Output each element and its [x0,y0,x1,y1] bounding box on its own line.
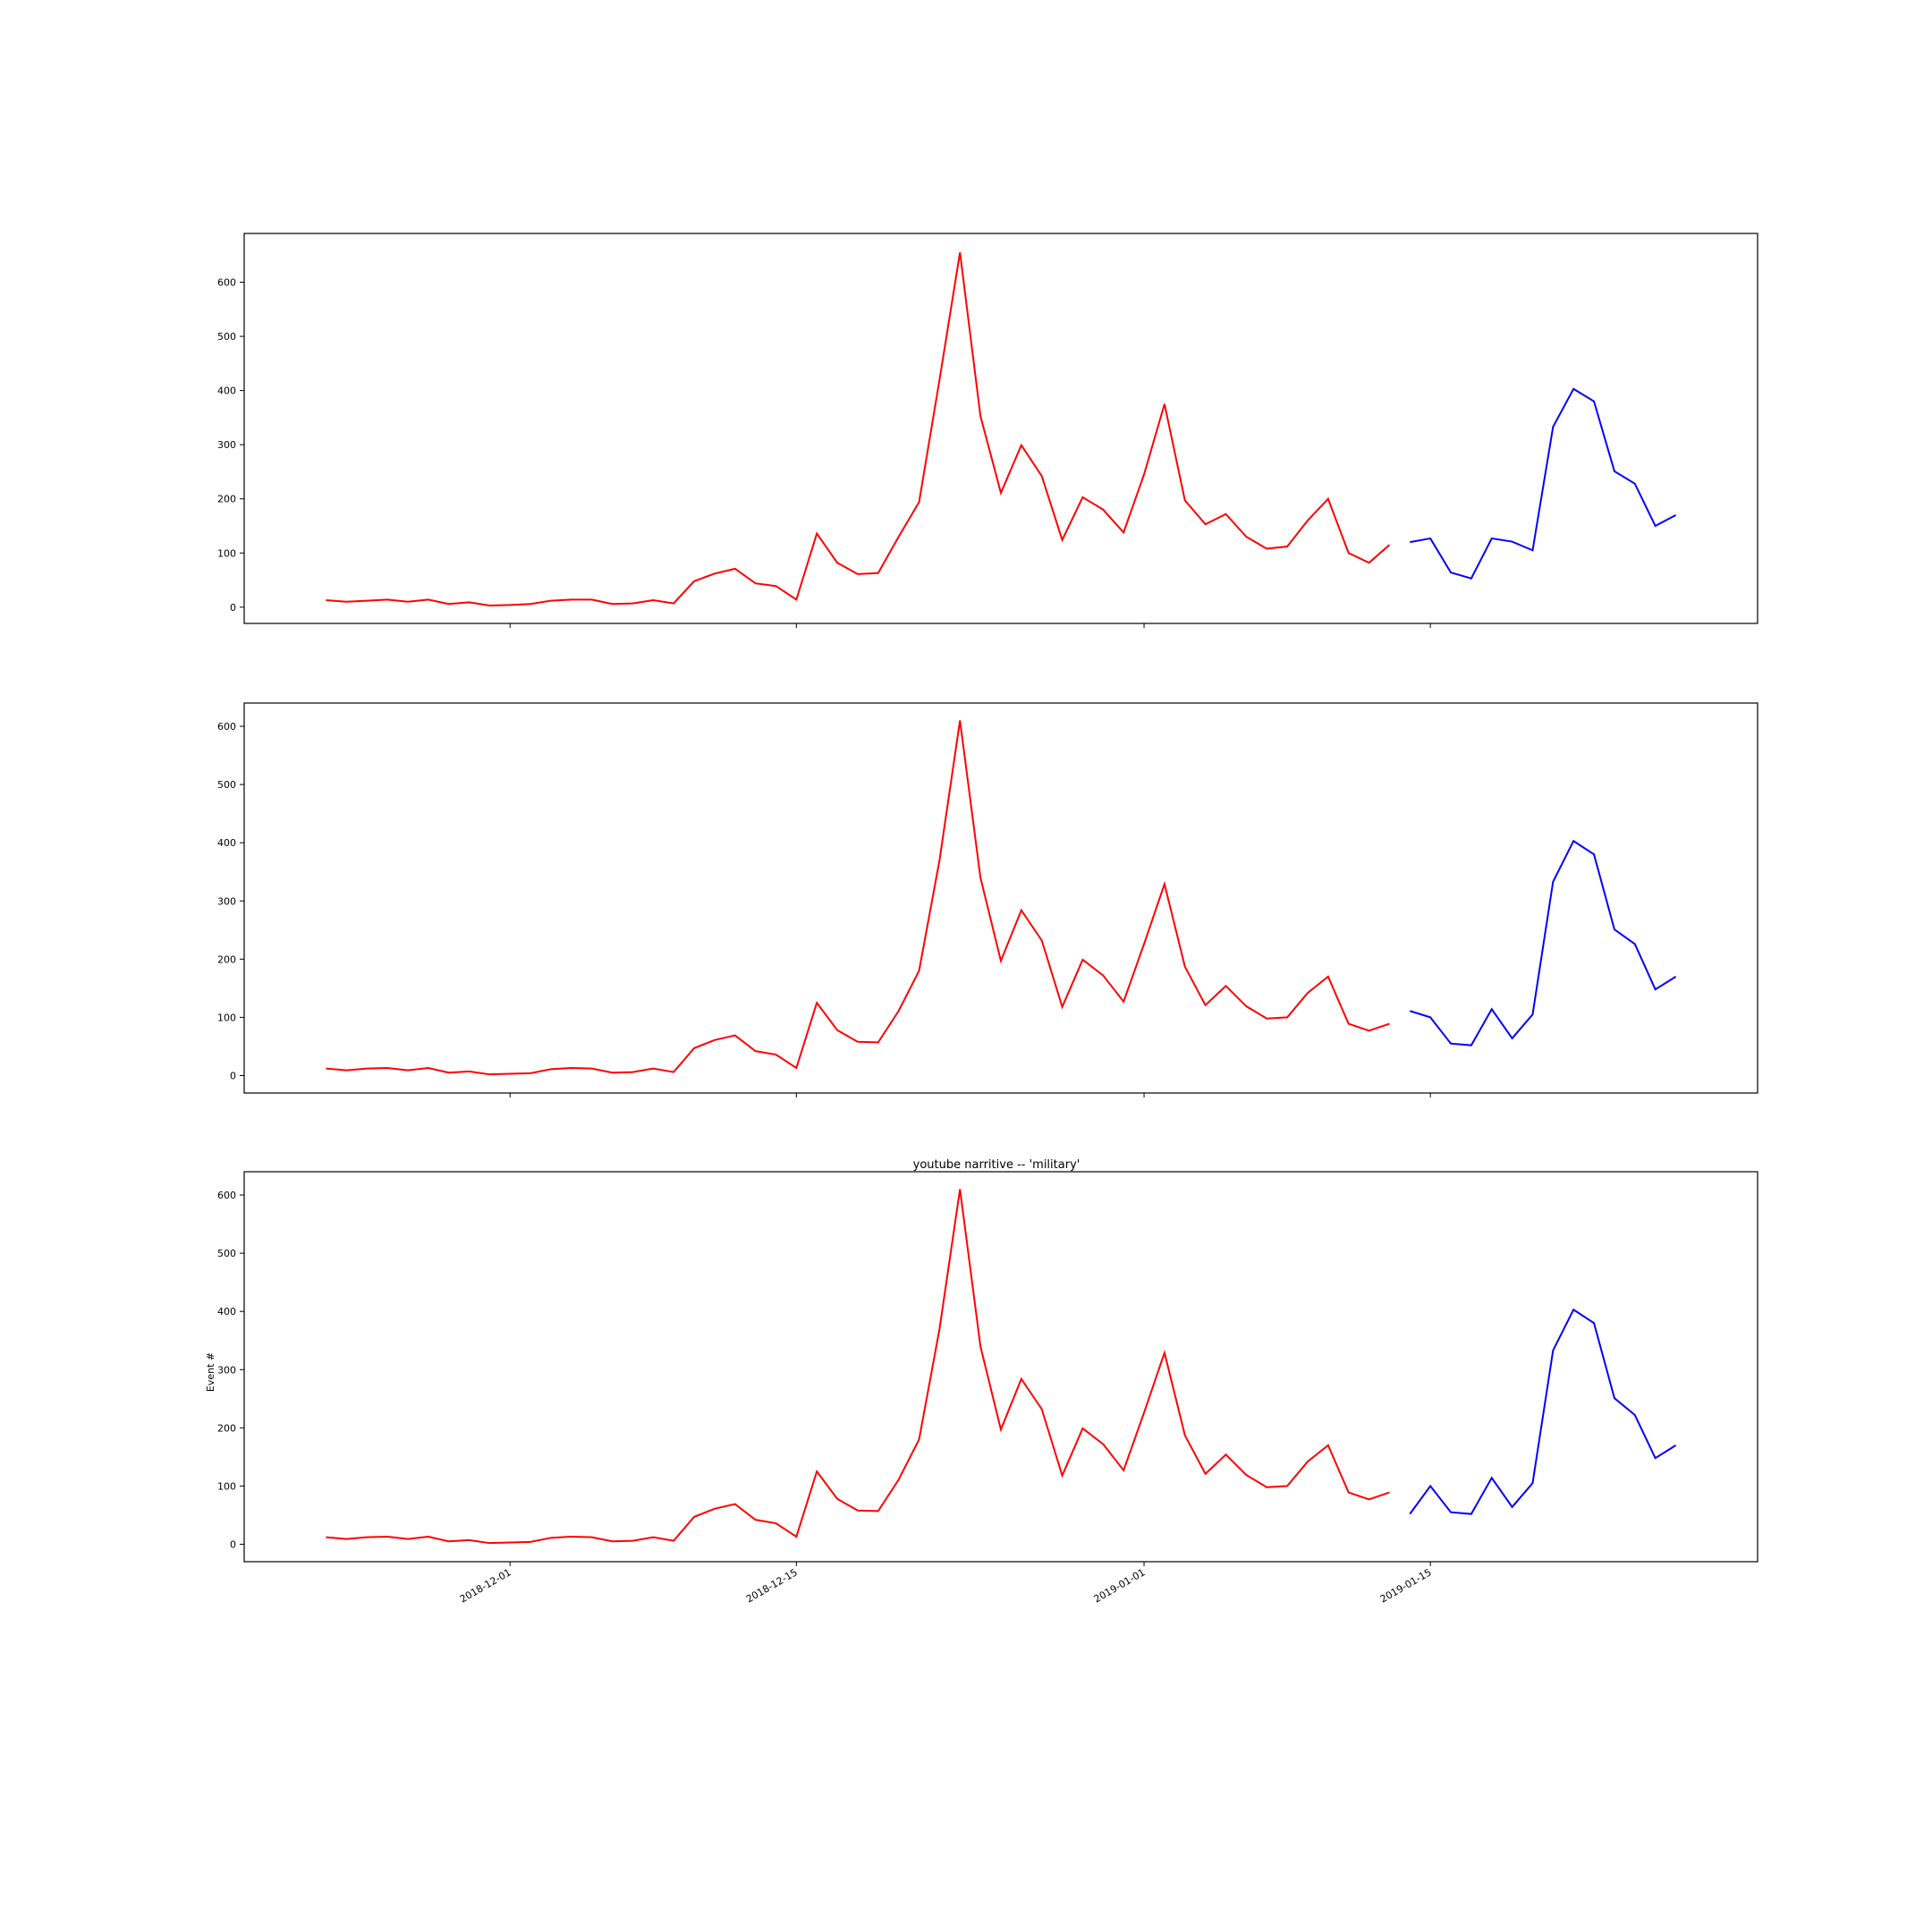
axes-frame [243,233,1758,624]
y-tick-label: 0 [230,1538,236,1550]
y-tick-label: 0 [230,602,236,614]
y-tick-label: 300 [217,439,236,451]
series-line-blue [1410,387,1677,580]
axes-frame [243,702,1758,1094]
y-tick-label: 100 [217,1012,236,1023]
x-tick-label: 2018-12-15 [744,1566,800,1605]
subplot-bottom: 0 100 200 300 400 500 600 2018-12-01 2018-12-15 2… [217,1171,1758,1606]
subplot-middle: 0 100 200 300 400 500 600 [217,702,1758,1097]
y-tick-label: 500 [217,1248,236,1259]
y-tick-label: 400 [217,837,236,849]
y-tick-label: 100 [217,547,236,559]
series-line-red [326,720,1390,1076]
x-tick-label: 2018-12-01 [458,1566,513,1605]
x-tick-label: 2019-01-15 [1378,1566,1434,1605]
y-tick-label: 400 [217,386,236,397]
y-tick-label: 200 [217,1422,236,1434]
y-tick-label: 600 [217,277,236,289]
series-line-blue [1409,1308,1677,1515]
y-tick-label: 200 [217,953,236,965]
y-tick-label: 300 [217,895,236,907]
y-tick-label: 600 [217,1190,236,1201]
subplot-top: 0 100 200 300 400 500 600 [217,233,1758,628]
y-axis-label: Event # [205,1352,216,1392]
series-line-red [326,252,1391,607]
chart-title: youtube narritive -- 'military' [913,1158,1080,1172]
series-line-red [326,1189,1390,1545]
y-tick-label: 400 [217,1306,236,1318]
series-line-blue [1410,839,1677,1046]
y-tick-label: 600 [217,721,236,733]
y-tick-label: 200 [217,494,236,505]
y-tick-label: 0 [230,1070,236,1081]
y-tick-label: 500 [217,331,236,343]
x-tick-label: 2019-01-01 [1092,1566,1148,1605]
y-tick-label: 100 [217,1480,236,1492]
y-tick-label: 300 [217,1364,236,1376]
y-tick-label: 500 [217,779,236,791]
axes-frame [243,1171,1758,1563]
